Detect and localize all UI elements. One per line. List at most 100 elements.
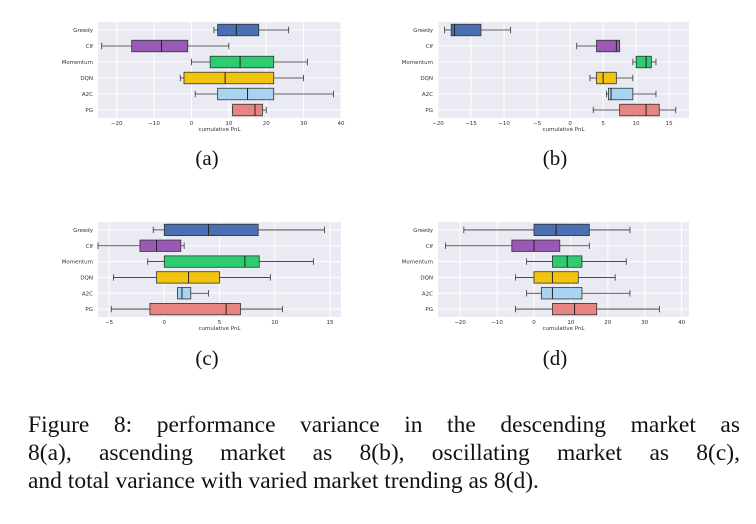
x-tick-label: −20 [454,320,466,326]
box-dqn [515,271,616,284]
y-tick-label: PG [425,108,433,114]
iqr-box [232,103,263,117]
y-tick-label: A2C [422,92,433,98]
y-tick-label: A2C [82,291,93,297]
plot-background [98,22,341,118]
x-tick-label: 0 [190,121,194,127]
iqr-box [139,239,182,252]
x-tick-label: 5 [601,121,605,127]
iqr-box [177,287,192,300]
iqr-box [596,39,621,53]
subfigure-label-a: (a) [195,146,219,170]
x-tick-label: 15 [666,121,673,127]
x-axis-label: cumulative PnL [542,326,585,332]
box-a2c [526,287,631,300]
x-tick-label: 10 [633,121,640,127]
y-tick-label: PG [425,307,433,313]
y-tick-label: Momentum [62,60,93,66]
iqr-box [608,87,634,101]
box-a2c [194,87,334,101]
box-pg [110,302,283,316]
x-tick-label: 15 [326,320,333,326]
x-tick-label: 30 [641,320,648,326]
iqr-box [209,55,275,69]
x-tick-label: 40 [338,121,345,127]
x-tick-label: −20 [432,121,444,127]
y-tick-label: Greedy [73,28,94,34]
iqr-box [217,23,260,37]
box-clf [444,239,590,252]
y-tick-label: Clf [426,44,434,50]
y-tick-label: Momentum [402,60,433,66]
y-tick-label: DQN [420,76,433,82]
box-greedy [444,23,512,37]
iqr-box [163,223,259,237]
iqr-box [540,287,583,300]
box-greedy [213,23,290,37]
y-tick-label: Greedy [413,28,434,34]
y-tick-label: Momentum [62,260,93,266]
x-tick-label: 30 [300,121,307,127]
box-pg [592,103,677,117]
box-dqn [179,71,305,85]
box-momentum [632,55,657,69]
x-tick-label: 40 [678,320,685,326]
box-a2c [606,87,657,101]
subfigure-label-c: (c) [195,346,219,370]
x-tick-label: −5 [105,320,114,326]
caption-line-2: 8(a), ascending market as 8(b), oscillat… [28,440,740,466]
x-tick-label: 0 [532,320,536,326]
x-tick-label: −10 [148,121,160,127]
x-tick-label: 0 [163,320,167,326]
x-tick-label: 10 [225,121,232,127]
y-tick-label: Clf [86,244,94,250]
box-dqn [589,71,634,85]
y-tick-label: A2C [82,92,93,98]
x-tick-label: −10 [491,320,503,326]
y-tick-label: DQN [80,275,93,281]
box-greedy [152,223,325,237]
y-tick-label: Clf [86,44,94,50]
x-tick-label: 0 [568,121,572,127]
caption-line-3: and total variance with varied market tr… [28,468,539,494]
box-greedy [463,223,631,237]
iqr-box [596,71,617,85]
x-axis-label: cumulative PnL [542,127,585,133]
box-pg [232,103,267,117]
plot-background [438,22,689,118]
y-tick-label: Greedy [413,228,434,234]
iqr-box [183,71,275,85]
box-momentum [526,255,627,268]
subfigure-label-b: (b) [542,146,568,170]
box-clf [97,239,185,252]
x-tick-label: 5 [218,320,222,326]
iqr-box [163,255,260,268]
y-tick-label: PG [85,108,93,114]
x-axis-label: cumulative PnL [198,127,241,133]
x-tick-label: 20 [604,320,611,326]
iqr-box [533,271,579,284]
box-pg [515,302,660,316]
x-tick-label: −20 [111,121,123,127]
x-tick-label: 10 [567,320,574,326]
box-momentum [191,55,308,69]
box-a2c [177,287,209,300]
x-tick-label: −10 [498,121,510,127]
x-tick-label: 10 [271,320,278,326]
x-tick-label: 20 [263,121,270,127]
y-tick-label: Momentum [402,260,433,266]
y-tick-label: DQN [420,275,433,281]
y-tick-label: Greedy [73,228,94,234]
iqr-box [149,302,241,316]
box-dqn [113,271,271,284]
iqr-box [131,39,189,53]
y-tick-label: A2C [422,291,433,297]
y-tick-label: PG [85,307,93,313]
iqr-box [533,223,590,237]
x-tick-label: −5 [533,121,542,127]
y-tick-label: Clf [426,244,434,250]
